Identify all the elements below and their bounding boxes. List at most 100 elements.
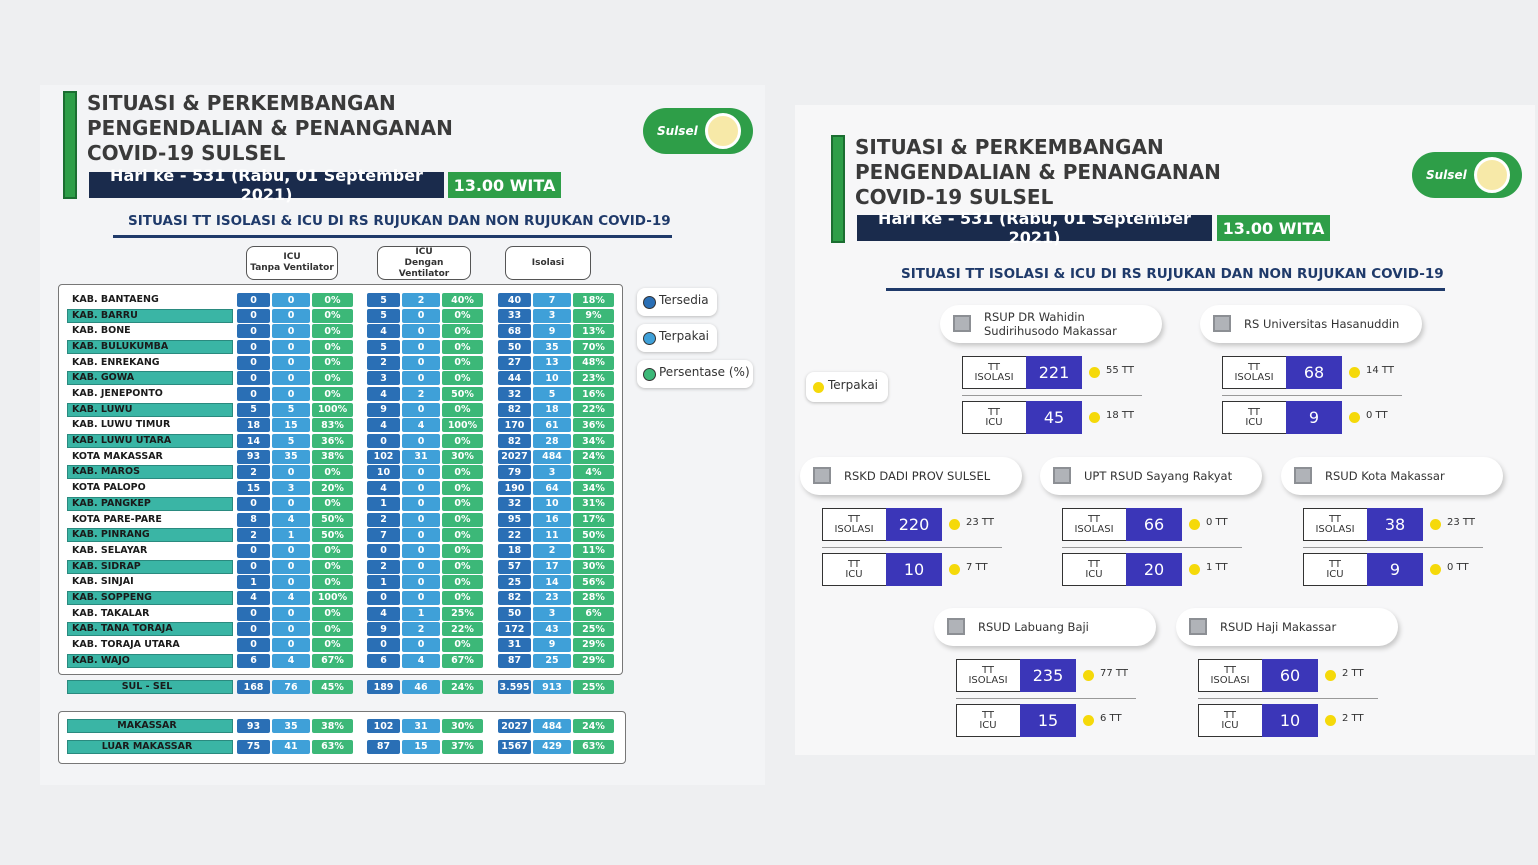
- table-cell: 6: [367, 653, 400, 668]
- table-cell: 0%: [312, 355, 353, 370]
- logo-emblem: [705, 113, 741, 149]
- table-cell: 1: [272, 528, 310, 543]
- row-name-bg: [67, 496, 233, 511]
- table-cell: 190: [498, 481, 531, 496]
- table-cell: 4: [272, 590, 310, 605]
- table-cell: 9%: [573, 308, 614, 323]
- accent-bar: [63, 91, 77, 199]
- row-name: KOTA MAKASSAR: [72, 450, 163, 462]
- table-cell: 0: [402, 308, 440, 323]
- row-name: KAB. TANA TORAJA: [72, 623, 173, 635]
- table-cell: 0%: [312, 340, 353, 355]
- table-cell: 0%: [312, 324, 353, 339]
- table-cell: 0: [272, 293, 310, 307]
- available-label: 23 TT: [966, 517, 994, 528]
- table-cell: 33: [498, 308, 531, 323]
- table-cell: 25: [533, 653, 571, 668]
- available-dot: [1089, 412, 1100, 423]
- column-header-line: Dengan Ventilator: [398, 257, 450, 279]
- row-name-bg: [67, 653, 233, 668]
- table-cell: 41: [272, 739, 310, 754]
- table-cell: 25: [498, 575, 531, 590]
- hospital-pill: [1200, 305, 1422, 343]
- table-cell: 484: [533, 719, 571, 733]
- bed-label: TT ISOLASI: [1305, 510, 1365, 539]
- bed-label: TT ISOLASI: [964, 358, 1024, 387]
- bed-label-line: ICU: [1221, 719, 1239, 731]
- row-name: KAB. BARRU: [72, 309, 138, 321]
- available-dot: [1349, 367, 1360, 378]
- table-cell: 45%: [312, 680, 353, 694]
- table-cell: 10: [533, 371, 571, 386]
- bed-label-line: ICU: [1245, 416, 1263, 428]
- table-cell: 0: [367, 434, 400, 449]
- bed-label: TT ISOLASI: [1200, 661, 1260, 690]
- table-cell: 0%: [442, 355, 483, 370]
- table-cell: 0: [272, 355, 310, 370]
- table-cell: 0: [402, 637, 440, 652]
- table-cell: 102: [367, 449, 400, 464]
- bed-value: 220: [886, 508, 942, 541]
- table-cell: 0: [402, 465, 440, 480]
- hospital-name-line: RSUP DR Wahidin: [984, 310, 1085, 324]
- row-name: KAB. LUWU TIMUR: [72, 419, 171, 431]
- table-cell: 28: [533, 434, 571, 449]
- table-cell: 17: [533, 559, 571, 574]
- table-cell: 4: [237, 590, 270, 605]
- bed-label-line: TT: [1087, 558, 1101, 570]
- table-cell: 16: [533, 512, 571, 527]
- table-cell: 0: [402, 528, 440, 543]
- row-name-bg: [67, 528, 233, 543]
- available-label: 2 TT: [1342, 668, 1364, 679]
- table-cell: 43: [533, 622, 571, 637]
- table-cell: 0: [402, 340, 440, 355]
- table-cell: 0: [272, 622, 310, 637]
- table-cell: 0: [402, 481, 440, 496]
- table-cell: 0: [402, 559, 440, 574]
- table-cell: 93: [237, 719, 270, 733]
- row-name: KAB. GOWA: [72, 372, 135, 384]
- available-label: 55 TT: [1106, 365, 1134, 376]
- bed-label: TT ISOLASI: [958, 661, 1018, 690]
- table-cell: 5: [272, 434, 310, 449]
- table-cell: 57: [498, 559, 531, 574]
- hospital-icon: [953, 315, 971, 332]
- column-header-line: Tanpa Ventilator: [250, 263, 334, 273]
- table-cell: 13: [533, 355, 571, 370]
- table-cell: 48%: [573, 355, 614, 370]
- table-cell: 11%: [573, 543, 614, 558]
- bed-label-line: ICU: [979, 719, 997, 731]
- table-cell: 7: [367, 528, 400, 543]
- table-cell: 38%: [312, 449, 353, 464]
- table-cell: 50%: [312, 528, 353, 543]
- bed-value: 38: [1367, 508, 1423, 541]
- available-dot: [1083, 715, 1094, 726]
- bed-label-line: TT: [1247, 361, 1261, 373]
- available-label: 23 TT: [1447, 517, 1475, 528]
- available-dot: [949, 519, 960, 530]
- bed-value: 9: [1367, 553, 1423, 586]
- subtitle: SITUASI TT ISOLASI & ICU DI RS RUJUKAN D…: [901, 266, 1444, 282]
- bed-label-line: ICU: [985, 416, 1003, 428]
- table-cell: 30%: [573, 559, 614, 574]
- bed-label-line: ICU: [1085, 568, 1103, 580]
- table-cell: 0%: [442, 528, 483, 543]
- table-cell: 4: [402, 418, 440, 433]
- day-label: Hari ke - 531 (Rabu, 01 September 2021): [89, 166, 444, 204]
- row-name: SUL - SEL: [121, 681, 173, 692]
- table-cell: 2: [367, 512, 400, 527]
- table-cell: 6: [237, 653, 270, 668]
- table-cell: 37%: [442, 739, 483, 754]
- time-label: 13.00 WITA: [448, 172, 561, 198]
- column-header: ICU Tanpa Ventilator: [246, 246, 338, 280]
- bed-value: 68: [1286, 356, 1342, 389]
- table-cell: 0: [272, 559, 310, 574]
- table-cell: 170: [498, 418, 531, 433]
- table-cell: 34%: [573, 434, 614, 449]
- table-cell: 32: [498, 496, 531, 511]
- table-cell: 5: [533, 387, 571, 402]
- bed-label-line: TT: [1328, 513, 1342, 525]
- table-cell: 24%: [573, 719, 614, 733]
- row-name-bg: [67, 680, 233, 694]
- hospital-name-line: UPT RSUD Sayang Rakyat: [1084, 469, 1233, 483]
